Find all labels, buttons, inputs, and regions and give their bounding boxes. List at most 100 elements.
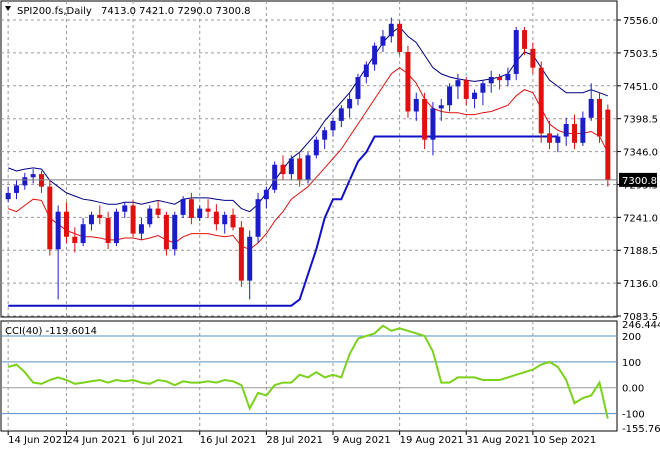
cci-series bbox=[7, 324, 609, 419]
candle-body bbox=[380, 36, 386, 46]
candle-body bbox=[563, 124, 569, 137]
candle-body bbox=[72, 236, 78, 244]
ohlc-label: 7413.0 7421.0 7290.0 7300.8 bbox=[101, 6, 251, 17]
candle-body bbox=[147, 208, 153, 225]
candle-body bbox=[530, 48, 536, 68]
cci-tick-label: 0.00 bbox=[622, 384, 644, 395]
cci-tick-label: -155.7698 bbox=[622, 424, 660, 435]
candle-body bbox=[238, 227, 244, 281]
price-tick-label: 7188.5 bbox=[623, 246, 658, 257]
candle-body bbox=[513, 30, 519, 74]
candle-body bbox=[22, 177, 28, 186]
candle-body bbox=[288, 158, 294, 175]
candle-body bbox=[122, 205, 128, 212]
candle-body bbox=[313, 139, 319, 156]
candle-body bbox=[113, 211, 119, 244]
cci-panel[interactable] bbox=[0, 320, 618, 432]
candle-body bbox=[463, 80, 469, 99]
last-price-tag: 7300.8 bbox=[619, 172, 657, 187]
candle-body bbox=[488, 77, 494, 84]
price-axis-labels: 7556.07503.57451.07398.57346.07293.57241… bbox=[617, 16, 658, 323]
candle-body bbox=[163, 214, 169, 250]
candle-body bbox=[472, 92, 478, 99]
price-tick-label: 7451.0 bbox=[623, 82, 658, 93]
candle-body bbox=[55, 211, 61, 250]
candle-body bbox=[205, 208, 211, 212]
triangle-down-icon[interactable] bbox=[5, 6, 11, 11]
time-tick-label: 9 Aug 2021 bbox=[333, 435, 391, 446]
candle-body bbox=[480, 83, 486, 93]
candle-body bbox=[355, 77, 361, 99]
price-tick-label: 7083.5 bbox=[623, 312, 658, 323]
candle-body bbox=[297, 158, 303, 181]
candle-body bbox=[338, 108, 344, 121]
cci-axis-labels: 246.4442200 100 0.00 -100 -155.7698 bbox=[622, 320, 660, 435]
candle-body bbox=[522, 30, 528, 49]
candle-body bbox=[213, 211, 219, 225]
cci-label: CCI(40) -119.6014 bbox=[5, 326, 97, 337]
cci-tick-label: 100 bbox=[622, 358, 641, 369]
candle-body bbox=[280, 164, 286, 175]
candle-body bbox=[438, 105, 444, 109]
candle-body bbox=[397, 23, 403, 52]
candle-body bbox=[330, 120, 336, 131]
candle-body bbox=[347, 98, 353, 109]
time-tick-label: 6 Jul 2021 bbox=[133, 435, 183, 446]
candle-body bbox=[38, 174, 44, 187]
candle-body bbox=[197, 208, 203, 218]
candle-body bbox=[180, 199, 186, 215]
candle-body bbox=[222, 214, 228, 225]
price-tick-label: 7346.0 bbox=[623, 148, 658, 159]
cci-tick-label: -100 bbox=[622, 410, 645, 421]
price-series bbox=[1, 17, 617, 307]
candle-body bbox=[47, 186, 53, 250]
candle-body bbox=[63, 211, 69, 237]
candle-body bbox=[547, 133, 553, 143]
cci-line bbox=[7, 324, 609, 419]
candle-body bbox=[305, 155, 311, 181]
candle-body bbox=[555, 136, 561, 143]
price-panel[interactable] bbox=[0, 0, 618, 318]
candle-body bbox=[505, 73, 511, 81]
price-tick-label: 7241.0 bbox=[623, 213, 658, 224]
price-tick-label: 7136.0 bbox=[623, 279, 658, 290]
cci-tick-label: 200 bbox=[622, 332, 641, 343]
candle-body bbox=[605, 109, 611, 180]
candle-body bbox=[322, 130, 328, 140]
last-price-text: 7300.8 bbox=[622, 176, 657, 187]
candle-body bbox=[30, 174, 36, 178]
price-tick-label: 7398.5 bbox=[623, 115, 658, 126]
candle-body bbox=[580, 117, 586, 143]
cci-tick-label: 246.4442 bbox=[622, 320, 660, 331]
candle-body bbox=[188, 199, 194, 218]
candle-body bbox=[97, 214, 103, 218]
candle-body bbox=[13, 185, 19, 193]
time-tick-label: 14 Jun 2021 bbox=[8, 435, 68, 446]
candle-body bbox=[388, 23, 394, 37]
time-tick-label: 31 Aug 2021 bbox=[466, 435, 530, 446]
candle-body bbox=[172, 214, 178, 250]
candle-body bbox=[5, 192, 11, 200]
time-tick-label: 16 Jul 2021 bbox=[200, 435, 257, 446]
candle-body bbox=[88, 214, 94, 225]
candle-body bbox=[413, 98, 419, 112]
candle-body bbox=[422, 98, 428, 140]
candle-body bbox=[588, 98, 594, 118]
time-tick-label: 28 Jul 2021 bbox=[266, 435, 323, 446]
candle-body bbox=[597, 98, 603, 137]
candle-body bbox=[230, 214, 236, 228]
candle-body bbox=[272, 164, 278, 190]
trend-line bbox=[8, 135, 558, 307]
candle-body bbox=[372, 45, 378, 65]
candle-body bbox=[138, 224, 144, 234]
candle-body bbox=[255, 199, 261, 237]
time-tick-label: 24 Jun 2021 bbox=[66, 435, 126, 446]
candle-body bbox=[430, 108, 436, 140]
candle-body bbox=[538, 67, 544, 134]
candle-body bbox=[130, 205, 136, 234]
candle-body bbox=[105, 217, 111, 244]
candle-body bbox=[363, 64, 369, 78]
